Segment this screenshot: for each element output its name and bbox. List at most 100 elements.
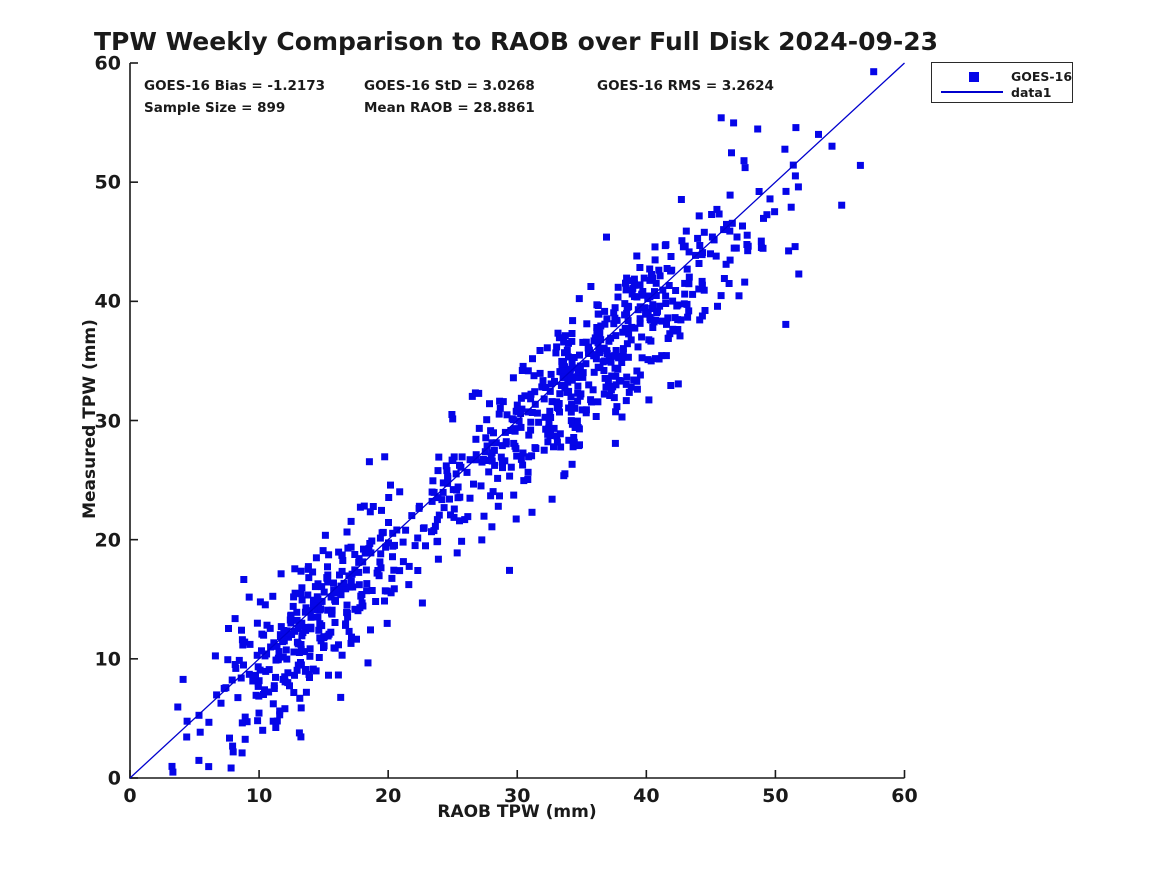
scatter-point (625, 303, 633, 311)
scatter-point (782, 187, 790, 195)
scatter-point (723, 220, 730, 228)
scatter-point (587, 396, 595, 404)
scatter-point (472, 456, 480, 464)
scatter-point (470, 480, 477, 488)
scatter-point (604, 378, 612, 386)
scatter-point (601, 307, 609, 315)
scatter-point (488, 523, 496, 531)
scatter-point (399, 538, 407, 546)
scatter-point (815, 130, 822, 138)
scatter-point (585, 343, 592, 351)
scatter-point (343, 601, 351, 609)
scatter-point (715, 210, 723, 218)
scatter-point (732, 244, 740, 252)
scatter-point (378, 506, 385, 514)
scatter-point (681, 279, 689, 287)
x-tick-label: 60 (891, 785, 918, 807)
scatter-point (269, 717, 277, 725)
scatter-point (195, 756, 203, 764)
scatter-point (422, 542, 429, 550)
scatter-point (638, 333, 646, 341)
scatter-point (713, 205, 721, 213)
scatter-point (389, 529, 397, 537)
scatter-point (510, 491, 518, 499)
scatter-point (496, 397, 504, 405)
scatter-point (656, 302, 664, 310)
scatter-point (558, 366, 566, 374)
scatter-point (615, 377, 623, 384)
scatter-point (332, 587, 340, 595)
scatter-point (754, 125, 762, 133)
scatter-point (618, 413, 626, 421)
scatter-point (668, 266, 676, 274)
scatter-point (368, 587, 376, 594)
scatter-point (519, 461, 527, 469)
scatter-point (591, 334, 599, 342)
scatter-point (544, 438, 552, 446)
stat-rms: GOES-16 RMS = 3.2624 (597, 78, 774, 94)
scatter-point (486, 400, 493, 408)
scatter-point (261, 686, 268, 694)
scatter-point (520, 477, 528, 485)
scatter-point (685, 273, 693, 281)
scatter-point (771, 208, 779, 216)
scatter-point (633, 252, 641, 260)
scatter-point (267, 643, 275, 651)
scatter-point (296, 694, 304, 702)
scatter-point (377, 564, 385, 572)
scatter-point (563, 388, 571, 396)
scatter-point (246, 640, 254, 648)
scatter-point (390, 566, 398, 574)
scatter-point (730, 119, 738, 127)
scatter-point (791, 172, 799, 180)
scatter-point (595, 345, 603, 353)
scatter-point (503, 411, 511, 419)
scatter-point (535, 418, 543, 426)
scatter-point (636, 319, 644, 327)
scatter-point (452, 470, 460, 478)
scatter-point (507, 463, 515, 471)
scatter-point (277, 623, 285, 631)
scatter-point (641, 304, 649, 312)
scatter-point (592, 413, 600, 420)
scatter-point (261, 601, 269, 609)
scatter-point (564, 378, 572, 386)
scatter-point (269, 700, 277, 708)
scatter-point (354, 607, 362, 615)
scatter-point (238, 626, 245, 634)
scatter-point (353, 635, 360, 643)
scatter-point (488, 457, 496, 465)
scatter-point (481, 448, 489, 456)
scatter-point (667, 253, 675, 260)
scatter-point (360, 502, 368, 510)
scatter-point (655, 355, 663, 363)
scatter-point (276, 711, 284, 719)
scatter-point (561, 332, 569, 340)
scatter-point (607, 358, 615, 366)
y-tick-label: 60 (94, 52, 121, 75)
scatter-point (513, 401, 521, 409)
scatter-point (556, 408, 563, 416)
scatter-point (338, 567, 346, 575)
scatter-point (325, 551, 333, 559)
scatter-point (579, 373, 587, 381)
scatter-point (263, 621, 271, 629)
scatter-point (573, 374, 581, 381)
scatter-point (435, 511, 443, 519)
x-tick-label: 40 (633, 785, 660, 807)
scatter-point (644, 292, 652, 300)
scatter-point (625, 388, 633, 396)
scatter-point (683, 265, 691, 273)
scatter-point (610, 320, 618, 328)
scatter-point (347, 577, 355, 585)
scatter-point (272, 656, 280, 664)
scatter-point (622, 380, 630, 388)
scatter-point (183, 733, 191, 741)
scatter-point (259, 726, 267, 734)
scatter-point (612, 372, 620, 380)
scatter-point (351, 551, 359, 558)
scatter-point (652, 279, 660, 287)
x-tick-label: 10 (245, 785, 273, 807)
scatter-point (510, 439, 518, 447)
scatter-point (726, 191, 734, 199)
